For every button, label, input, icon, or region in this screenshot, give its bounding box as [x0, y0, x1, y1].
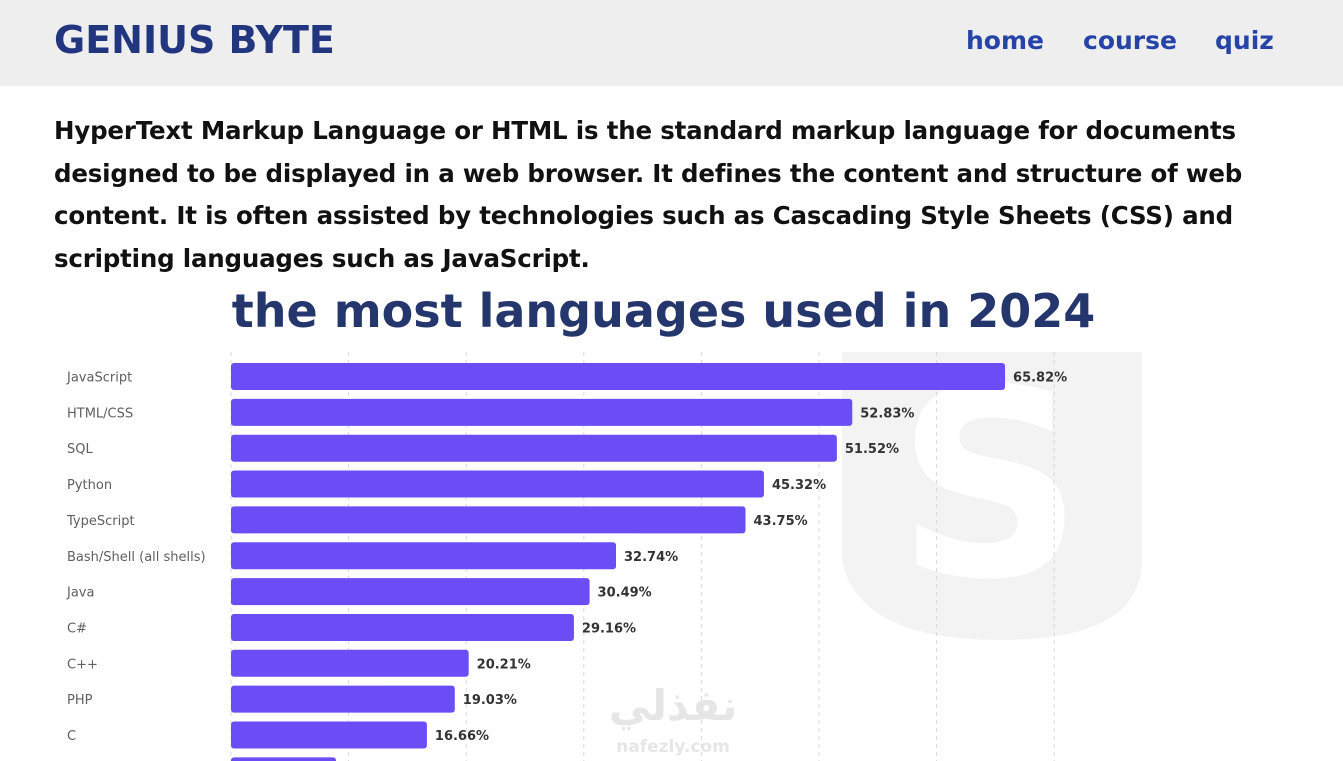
value-label: 45.32% — [772, 478, 826, 493]
category-label: TypeScript — [66, 514, 135, 529]
value-label: 32.74% — [624, 550, 678, 565]
bar — [231, 721, 427, 749]
bar — [231, 613, 574, 641]
intro-paragraph: HyperText Markup Language or HTML is the… — [54, 116, 1243, 273]
category-label: C — [67, 729, 76, 744]
nav-link-course[interactable]: course — [1083, 26, 1177, 55]
brand-logo-text[interactable]: GENIUS BYTE — [54, 18, 335, 62]
value-label: 52.83% — [860, 406, 914, 421]
category-label: Bash/Shell (all shells) — [67, 550, 206, 565]
svg-text:ﻧﻔﺬﻟﻲ: ﻧﻔﺬﻟﻲ — [609, 681, 738, 731]
bar — [231, 578, 590, 606]
category-label: Python — [67, 478, 112, 493]
chart-title: the most languages used in 2024 — [231, 284, 1096, 338]
bar — [231, 434, 837, 462]
category-label: SQL — [67, 442, 93, 457]
category-label: Java — [66, 586, 94, 601]
bar — [231, 363, 1006, 390]
value-label: 16.66% — [435, 729, 489, 744]
value-label: 19.03% — [463, 693, 517, 708]
category-label: HTML/CSS — [67, 406, 133, 421]
value-label: 20.21% — [477, 657, 531, 672]
bar-partial — [231, 757, 336, 761]
nav-link-quiz[interactable]: quiz — [1215, 26, 1274, 55]
value-label: 51.52% — [845, 442, 899, 457]
bar — [231, 470, 764, 498]
category-label: JavaScript — [66, 371, 132, 386]
nafezly-watermark-logo: ﻧﻔﺬﻟﻲ nafezly.com — [609, 681, 738, 757]
svg-text:nafezly.com: nafezly.com — [616, 737, 730, 757]
value-label: 65.82% — [1013, 371, 1067, 386]
bar — [231, 506, 746, 534]
bar — [231, 542, 617, 570]
category-label: PHP — [67, 693, 93, 708]
value-label: 29.16% — [582, 621, 636, 636]
category-label: C# — [67, 621, 87, 636]
bar — [231, 398, 853, 426]
category-label: C++ — [67, 657, 98, 672]
site-header: GENIUS BYTE home course quiz — [0, 0, 1343, 86]
value-label: 43.75% — [754, 514, 808, 529]
nav-link-home[interactable]: home — [966, 26, 1044, 55]
bar — [231, 685, 455, 713]
bar — [231, 649, 469, 677]
logo-watermark-s: S — [842, 335, 1142, 640]
value-label: 30.49% — [598, 586, 652, 601]
